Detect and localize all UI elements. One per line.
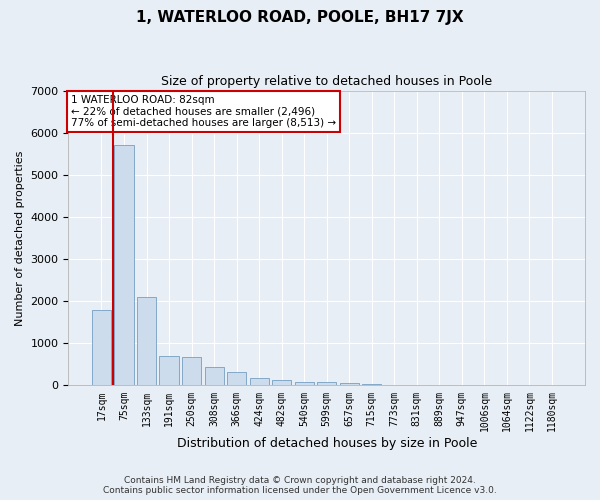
Bar xyxy=(272,380,291,386)
Text: 1, WATERLOO ROAD, POOLE, BH17 7JX: 1, WATERLOO ROAD, POOLE, BH17 7JX xyxy=(136,10,464,25)
Bar xyxy=(205,368,224,386)
Bar xyxy=(340,383,359,386)
Bar xyxy=(92,310,111,386)
Bar xyxy=(137,297,156,386)
Bar xyxy=(182,357,201,386)
Text: Contains HM Land Registry data © Crown copyright and database right 2024.
Contai: Contains HM Land Registry data © Crown c… xyxy=(103,476,497,495)
Bar xyxy=(115,146,134,386)
Bar xyxy=(317,382,336,386)
Bar xyxy=(227,372,246,386)
Text: 1 WATERLOO ROAD: 82sqm
← 22% of detached houses are smaller (2,496)
77% of semi-: 1 WATERLOO ROAD: 82sqm ← 22% of detached… xyxy=(71,95,336,128)
Bar xyxy=(362,384,382,386)
Y-axis label: Number of detached properties: Number of detached properties xyxy=(15,150,25,326)
Bar xyxy=(160,356,179,386)
Bar xyxy=(295,382,314,386)
Title: Size of property relative to detached houses in Poole: Size of property relative to detached ho… xyxy=(161,75,492,88)
X-axis label: Distribution of detached houses by size in Poole: Distribution of detached houses by size … xyxy=(176,437,477,450)
Bar xyxy=(250,378,269,386)
